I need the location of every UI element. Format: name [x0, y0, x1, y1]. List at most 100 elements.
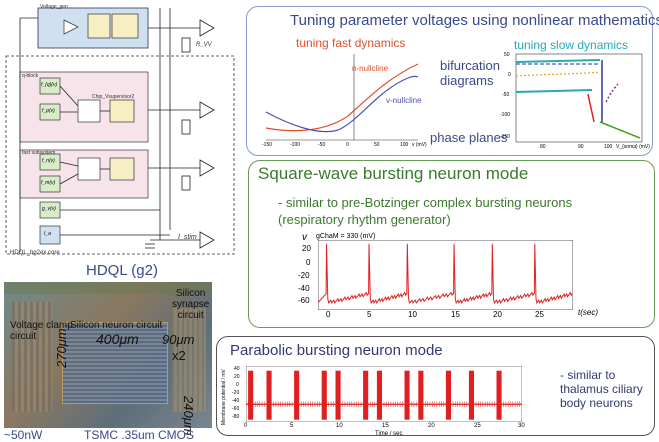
square-ylabel: v: [302, 232, 307, 243]
square-xtick-3: 15: [451, 310, 460, 319]
circuit-func-5: I_a: [44, 231, 51, 237]
tuning-slow-title: tuning slow dynamics: [514, 38, 629, 52]
bif-ytick-3: -100: [500, 112, 511, 118]
square-ytick-0: 20: [302, 244, 311, 253]
bif-xtick-0: 80: [540, 144, 546, 150]
parabolic-burst-9: [445, 370, 451, 420]
bif-xtick-1: 90: [578, 144, 584, 150]
square-wave-title: Square-wave bursting neuron mode: [258, 164, 529, 183]
phase-xtick-1: -100: [290, 142, 301, 148]
square-ytick-3: -40: [298, 284, 310, 293]
phase-xtick-5: 100: [400, 142, 409, 148]
square-param: gChaM = 330 (mV): [316, 233, 376, 240]
circuit-func-3: f_m(v): [41, 180, 56, 186]
parabolic-panel: [216, 336, 655, 436]
tuning-fast-title: tuning fast dynamics: [296, 36, 406, 50]
n-nullcline-curve: [265, 63, 419, 132]
square-ytick-4: -60: [298, 296, 310, 305]
chip-dim-400: 400μm: [96, 331, 139, 347]
square-xtick-4: 20: [493, 310, 502, 319]
phase-xtick-3: 0: [346, 142, 349, 148]
chip-voltage-clamp-label: Voltage clamp circuit: [10, 320, 73, 342]
circuit-func-2: f_n(v): [42, 158, 55, 164]
tuning-title: Tuning parameter voltages using nonlinea…: [290, 12, 659, 29]
parabolic-ytick-2: 0: [236, 382, 239, 388]
phase-xlabel: v (mV): [412, 142, 427, 148]
square-xtick-5: 25: [535, 310, 544, 319]
parabolic-xtick-1: 5: [290, 423, 294, 429]
parabolic-burst-10: [468, 370, 474, 420]
bif-ytick-4: -150: [500, 134, 511, 140]
phase-xtick-0: -150: [262, 142, 273, 148]
chip-power-label: ~50nW: [4, 428, 43, 442]
parabolic-axes-frame: [246, 366, 522, 422]
parabolic-ylabel: Membrane potential / mV: [221, 369, 227, 425]
parabolic-xlabel: Time / sec: [375, 431, 403, 437]
phase-xtick-2: -50: [318, 142, 326, 148]
phase-xtick-4: 50: [374, 142, 380, 148]
tuning-phase-planes: phase planes: [430, 130, 508, 145]
circuit-block-top-label: Voltage_gen: [40, 4, 68, 10]
bif-xlabel: V_{soma} (mV): [616, 144, 650, 150]
circuit-stim-label: I_stim: [178, 234, 197, 241]
circuit-block-fast-label: fast subsystem: [22, 150, 56, 156]
parabolic-title: Parabolic bursting neuron mode: [230, 342, 443, 359]
parabolic-xtick-2: 10: [336, 423, 343, 429]
bif-ytick-0: 50: [504, 52, 510, 58]
chip-photo: [4, 282, 212, 428]
parabolic-ytick-6: -80: [232, 414, 240, 420]
parabolic-xtick-4: 20: [428, 423, 435, 429]
square-wave-panel: [248, 160, 655, 328]
square-trace: [318, 243, 573, 305]
parabolic-xtick-0: 0: [244, 423, 248, 429]
square-ytick-1: 0: [306, 258, 311, 267]
chip-process-label: TSMC .35um CMOS: [84, 428, 195, 442]
circuit-caption: HDQL (g2): [86, 262, 158, 279]
parabolic-burst-2: [294, 370, 300, 420]
parabolic-burst-4: [335, 370, 341, 420]
circuit-chip-label: Chip_Vsupervisor2: [92, 94, 135, 100]
parabolic-ytick-5: -60: [232, 406, 240, 412]
chip-dim-270: 270μm: [54, 328, 69, 368]
parabolic-chart: [246, 366, 522, 422]
bif-ytick-1: 0: [508, 72, 511, 78]
parabolic-ytick-1: 20: [234, 374, 240, 380]
parabolic-ytick-3: -20: [232, 390, 240, 396]
chip-x2: x2: [172, 348, 186, 363]
square-xtick-0: 0: [326, 310, 331, 319]
bif-ytick-2: -50: [502, 92, 510, 98]
chip-dim-90: 90μm: [162, 332, 195, 347]
parabolic-xtick-6: 30: [518, 423, 525, 429]
parabolic-burst-5: [363, 370, 369, 420]
bif-xtick-2: 100: [604, 144, 613, 150]
square-wave-desc: - similar to pre-Botzinger complex burst…: [278, 195, 573, 227]
circuit-func-0: f_{q}(v): [41, 82, 58, 88]
square-wave-chart: [318, 240, 573, 310]
chip-silicon-synapse-label: Silicon synapse circuit: [172, 288, 210, 321]
parabolic-burst-6: [376, 370, 382, 420]
bifurcation-plot: [510, 52, 644, 150]
v-nullcline-label: v-nullcline: [386, 96, 422, 105]
parabolic-burst-3: [321, 370, 327, 420]
parabolic-ytick-4: -40: [232, 398, 240, 404]
parabolic-xtick-3: 15: [382, 423, 389, 429]
n-nullcline-label: n-nullcline: [352, 64, 389, 73]
square-ytick-2: -20: [298, 271, 310, 280]
circuit-rvr-label: R_VV: [196, 42, 212, 48]
circuit-schematic: [0, 0, 240, 262]
v-nullcline-curve: [265, 75, 419, 133]
parabolic-ytick-0: 40: [234, 366, 240, 372]
phase-plane-plot: [258, 50, 424, 150]
square-xlabel: t(sec): [578, 308, 598, 317]
parabolic-burst-11: [496, 370, 502, 420]
parabolic-burst-1: [266, 370, 272, 420]
circuit-block-slow-label: q-block: [22, 73, 39, 79]
parabolic-desc: - similar to thalamus ciliary body neuro…: [560, 368, 643, 410]
parabolic-burst-7: [404, 370, 410, 420]
square-xtick-2: 10: [408, 310, 417, 319]
chip-silicon-neuron-label: Silicon neuron circuit: [70, 320, 163, 331]
parabolic-burst-8: [418, 370, 424, 420]
parabolic-xtick-5: 25: [474, 423, 481, 429]
parabolic-burst-0: [248, 370, 254, 420]
circuit-func-1: f_p(v): [42, 108, 55, 114]
